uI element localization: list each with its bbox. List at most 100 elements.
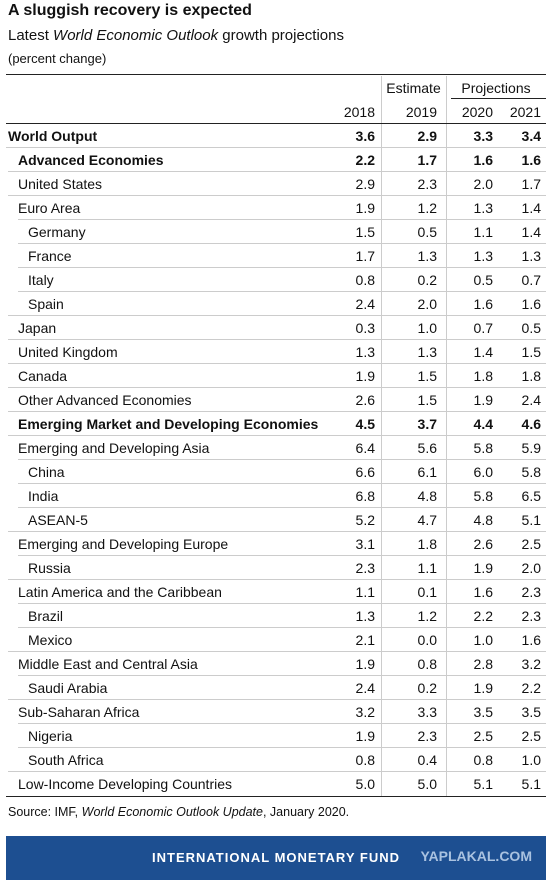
cell-value: 6.6 bbox=[355, 464, 375, 480]
row-rule bbox=[18, 459, 546, 460]
cell-value: 5.8 bbox=[473, 488, 493, 504]
cell-value: 1.3 bbox=[417, 344, 437, 360]
bottom-rule bbox=[6, 796, 546, 797]
group-rule bbox=[451, 98, 546, 99]
cell-value: 3.3 bbox=[417, 704, 437, 720]
cell-value: 2.5 bbox=[473, 728, 493, 744]
cell-value: 5.2 bbox=[355, 512, 375, 528]
row-rule bbox=[8, 339, 546, 340]
cell-value: 0.0 bbox=[417, 632, 437, 648]
cell-value: 1.8 bbox=[521, 368, 541, 384]
cell-value: 2.5 bbox=[521, 728, 541, 744]
row-label: Spain bbox=[28, 296, 64, 312]
cell-value: 1.5 bbox=[417, 392, 437, 408]
title: A sluggish recovery is expected bbox=[8, 2, 252, 19]
row-rule bbox=[8, 387, 546, 388]
row-rule bbox=[8, 579, 546, 580]
row-label: Saudi Arabia bbox=[28, 680, 108, 696]
row-rule bbox=[18, 507, 546, 508]
cell-value: 3.5 bbox=[521, 704, 541, 720]
cell-value: 3.2 bbox=[355, 704, 375, 720]
source-text: Source: IMF, bbox=[8, 805, 82, 819]
cell-value: 4.6 bbox=[521, 416, 541, 432]
cell-value: 1.9 bbox=[355, 656, 375, 672]
cell-value: 2.9 bbox=[355, 176, 375, 192]
row-label: France bbox=[28, 248, 72, 264]
row-label: Middle East and Central Asia bbox=[18, 656, 198, 672]
cell-value: 0.5 bbox=[521, 320, 541, 336]
row-rule bbox=[18, 219, 546, 220]
subtitle-text: growth projections bbox=[218, 27, 344, 44]
row-rule bbox=[8, 171, 546, 172]
cell-value: 3.7 bbox=[417, 416, 437, 432]
row-label: Italy bbox=[28, 272, 54, 288]
cell-value: 2.3 bbox=[417, 728, 437, 744]
cell-value: 4.5 bbox=[355, 416, 375, 432]
cell-value: 1.2 bbox=[417, 200, 437, 216]
cell-value: 1.9 bbox=[473, 560, 493, 576]
row-rule bbox=[18, 483, 546, 484]
row-rule bbox=[18, 747, 546, 748]
cell-value: 1.9 bbox=[355, 368, 375, 384]
cell-value: 0.4 bbox=[417, 752, 437, 768]
cell-value: 1.0 bbox=[521, 752, 541, 768]
cell-value: 0.8 bbox=[473, 752, 493, 768]
cell-value: 1.5 bbox=[521, 344, 541, 360]
row-rule bbox=[8, 435, 546, 436]
cell-value: 2.0 bbox=[521, 560, 541, 576]
cell-value: 3.5 bbox=[473, 704, 493, 720]
cell-value: 6.4 bbox=[355, 440, 375, 456]
row-rule bbox=[8, 411, 546, 412]
cell-value: 4.8 bbox=[417, 488, 437, 504]
cell-value: 1.3 bbox=[473, 248, 493, 264]
cell-value: 0.5 bbox=[417, 224, 437, 240]
cell-value: 1.8 bbox=[473, 368, 493, 384]
row-label: Emerging Market and Developing Economies bbox=[18, 416, 319, 432]
row-rule bbox=[18, 243, 546, 244]
year-header: 2019 bbox=[405, 104, 437, 120]
cell-value: 2.0 bbox=[417, 296, 437, 312]
row-rule bbox=[8, 531, 546, 532]
cell-value: 5.1 bbox=[521, 512, 541, 528]
row-label: Canada bbox=[18, 368, 68, 384]
source-text: , January 2020. bbox=[262, 805, 350, 819]
cell-value: 3.6 bbox=[355, 128, 375, 144]
cell-value: 1.9 bbox=[473, 680, 493, 696]
cell-value: 2.4 bbox=[521, 392, 541, 408]
cell-value: 0.8 bbox=[355, 272, 375, 288]
row-rule bbox=[8, 771, 546, 772]
row-rule bbox=[8, 363, 546, 364]
cell-value: 1.4 bbox=[521, 200, 541, 216]
row-label: Low-Income Developing Countries bbox=[18, 776, 232, 792]
cell-value: 2.4 bbox=[355, 296, 375, 312]
cell-value: 2.3 bbox=[521, 584, 541, 600]
row-label: Sub-Saharan Africa bbox=[18, 704, 140, 720]
row-rule bbox=[18, 603, 546, 604]
cell-value: 4.7 bbox=[417, 512, 437, 528]
row-rule bbox=[18, 723, 546, 724]
cell-value: 1.3 bbox=[473, 200, 493, 216]
watermark: YAPLAKAL.COM bbox=[420, 848, 533, 864]
cell-value: 1.1 bbox=[417, 560, 437, 576]
row-label: Russia bbox=[28, 560, 71, 576]
row-label: ASEAN-5 bbox=[28, 512, 88, 528]
cell-value: 0.5 bbox=[473, 272, 493, 288]
cell-value: 1.7 bbox=[355, 248, 375, 264]
cell-value: 5.0 bbox=[355, 776, 375, 792]
cell-value: 0.7 bbox=[473, 320, 493, 336]
cell-value: 1.5 bbox=[355, 224, 375, 240]
row-rule bbox=[18, 291, 546, 292]
footer-band: INTERNATIONAL MONETARY FUND YAPLAKAL.COM bbox=[6, 836, 546, 880]
row-rule bbox=[8, 315, 546, 316]
cell-value: 0.8 bbox=[417, 656, 437, 672]
subtitle-italic: World Economic Outlook bbox=[53, 27, 219, 44]
cell-value: 1.4 bbox=[473, 344, 493, 360]
cell-value: 2.2 bbox=[355, 152, 375, 168]
cell-value: 1.6 bbox=[521, 296, 541, 312]
cell-value: 1.3 bbox=[355, 344, 375, 360]
cell-value: 1.6 bbox=[521, 152, 541, 168]
row-label: World Output bbox=[8, 128, 98, 144]
column-divider bbox=[381, 76, 382, 796]
cell-value: 4.4 bbox=[473, 416, 493, 432]
cell-value: 2.6 bbox=[473, 536, 493, 552]
